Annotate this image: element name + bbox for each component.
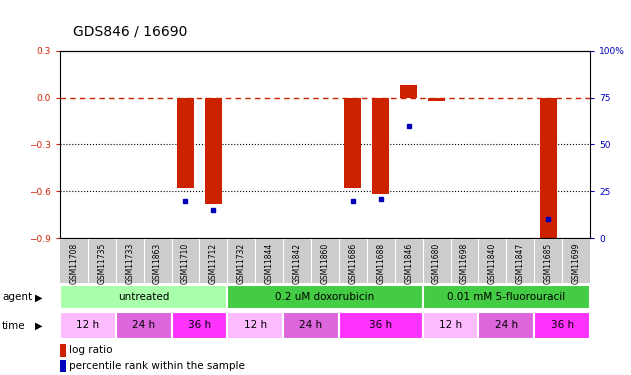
Bar <box>534 312 590 339</box>
Text: GSM11735: GSM11735 <box>97 242 106 284</box>
Text: 24 h: 24 h <box>132 321 155 330</box>
Text: untreated: untreated <box>118 292 169 302</box>
Text: GSM11863: GSM11863 <box>153 242 162 284</box>
Text: GDS846 / 16690: GDS846 / 16690 <box>73 24 187 38</box>
Text: 12 h: 12 h <box>439 321 462 330</box>
Text: agent: agent <box>2 292 32 302</box>
Bar <box>172 312 227 339</box>
Text: 12 h: 12 h <box>244 321 267 330</box>
Text: 36 h: 36 h <box>369 321 392 330</box>
Text: GSM11733: GSM11733 <box>125 242 134 284</box>
Bar <box>372 98 389 194</box>
Bar <box>339 312 423 339</box>
Text: GSM11732: GSM11732 <box>237 242 245 284</box>
Bar <box>428 98 445 100</box>
Bar <box>540 98 557 241</box>
Text: 12 h: 12 h <box>76 321 100 330</box>
Text: GSM11846: GSM11846 <box>404 242 413 284</box>
Bar <box>423 285 590 309</box>
Text: 36 h: 36 h <box>188 321 211 330</box>
Bar <box>283 312 339 339</box>
Text: GSM11847: GSM11847 <box>516 242 525 284</box>
Text: GSM11708: GSM11708 <box>69 242 78 284</box>
Bar <box>60 344 66 357</box>
Bar <box>115 312 172 339</box>
Text: GSM11844: GSM11844 <box>264 242 274 284</box>
Text: GSM11860: GSM11860 <box>321 242 329 284</box>
Text: GSM11688: GSM11688 <box>376 242 386 284</box>
Bar <box>60 360 66 372</box>
Text: GSM11712: GSM11712 <box>209 242 218 284</box>
Text: 0.2 uM doxorubicin: 0.2 uM doxorubicin <box>275 292 375 302</box>
Text: 24 h: 24 h <box>495 321 518 330</box>
Text: 36 h: 36 h <box>550 321 574 330</box>
Text: GSM11710: GSM11710 <box>181 242 190 284</box>
Bar <box>60 285 227 309</box>
Bar <box>60 312 115 339</box>
Bar <box>400 85 417 98</box>
Text: GSM11686: GSM11686 <box>348 242 357 284</box>
Text: GSM11685: GSM11685 <box>544 242 553 284</box>
Text: ▶: ▶ <box>35 292 42 302</box>
Text: GSM11698: GSM11698 <box>460 242 469 284</box>
Text: GSM11842: GSM11842 <box>293 242 302 284</box>
Bar <box>478 312 534 339</box>
Text: 24 h: 24 h <box>300 321 322 330</box>
Bar <box>227 285 423 309</box>
Bar <box>177 98 194 188</box>
Bar <box>205 98 221 204</box>
Bar <box>345 98 361 188</box>
Text: GSM11680: GSM11680 <box>432 242 441 284</box>
Text: GSM11699: GSM11699 <box>572 242 581 284</box>
Text: time: time <box>2 321 25 331</box>
Text: ▶: ▶ <box>35 321 42 331</box>
Text: log ratio: log ratio <box>69 345 113 355</box>
Text: GSM11840: GSM11840 <box>488 242 497 284</box>
Text: percentile rank within the sample: percentile rank within the sample <box>69 361 245 371</box>
Bar <box>227 312 283 339</box>
Text: 0.01 mM 5-fluorouracil: 0.01 mM 5-fluorouracil <box>447 292 565 302</box>
Bar <box>423 312 478 339</box>
